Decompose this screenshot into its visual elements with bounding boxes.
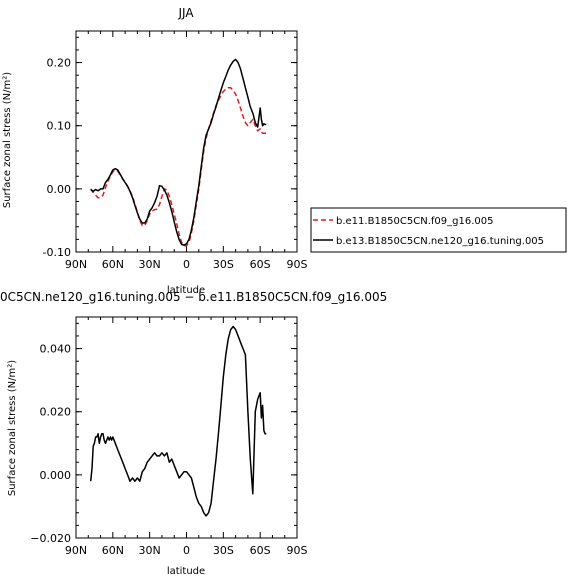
top-chart-xlabel: latitude [167, 285, 205, 296]
bottom-chart-xlabel: latitude [167, 566, 205, 577]
top-plot-area: 90N 60N 30N 0 30S 60S 90S -0.10 0.00 0.10 0.20 [43, 30, 308, 271]
top-chart-ytick-label: 0.20 [47, 57, 72, 70]
top-chart-xtick-label: 30S [213, 258, 234, 271]
top-chart-xtick-label: 90N [65, 258, 87, 271]
bottom-chart-title: 0C5CN.ne120_g16.tuning.005 − b.e11.B1850… [0, 290, 387, 304]
top-chart-ytick-label: -0.10 [43, 246, 71, 259]
bottom-chart-ytick-label: −0.020 [30, 532, 71, 545]
top-chart-frame [75, 30, 298, 253]
top-chart-series-2-line [90, 58, 267, 246]
top-chart-xtick-label: 90S [287, 258, 308, 271]
bottom-chart-xtick-label: 60N [102, 544, 124, 557]
top-chart-xtick-label: 30N [139, 258, 161, 271]
top-chart-series-1-line [90, 87, 267, 247]
top-chart-xtick-label: 60S [250, 258, 271, 271]
bottom-chart-ytick-label: 0.020 [40, 406, 72, 419]
top-chart-title: JJA [177, 6, 194, 20]
legend: b.e11.B1850C5CN.f09_g16.005 b.e13.B1850C… [310, 207, 567, 253]
top-chart-ylabel: Surface zonal stress (N/m²) [2, 72, 13, 208]
bottom-chart: 0C5CN.ne120_g16.tuning.005 − b.e11.B1850… [0, 290, 387, 577]
legend-label-series-2: b.e13.B1850C5CN.ne120_g16.tuning.005 [336, 236, 544, 247]
bottom-chart-ylabel: Surface zonal stress (N/m²) [7, 360, 18, 496]
legend-box [310, 207, 567, 253]
bottom-chart-xtick-label: 30N [139, 544, 161, 557]
bottom-chart-xtick-label: 90N [65, 544, 87, 557]
bottom-chart-xtick-label: 60S [250, 544, 271, 557]
bottom-chart-ytick-label: 0.040 [40, 343, 72, 356]
legend-label-series-1: b.e11.B1850C5CN.f09_g16.005 [336, 216, 493, 227]
bottom-chart-ytick-label: 0.000 [40, 469, 72, 482]
top-chart-ytick-label: 0.00 [47, 183, 72, 196]
top-chart-ytick-label: 0.10 [47, 120, 72, 133]
bottom-chart-series-1-line [89, 325, 267, 517]
top-chart: JJA 90N 60N 30N 0 30S 60S 90S -0.10 0.00 0.10 0.20… [2, 6, 308, 296]
top-chart-xtick-label: 60N [102, 258, 124, 271]
bottom-chart-xtick-label: 90S [287, 544, 308, 557]
top-chart-xtick-label: 0 [183, 258, 190, 271]
bottom-chart-xtick-label: 30S [213, 544, 234, 557]
bottom-chart-xtick-label: 0 [183, 544, 190, 557]
bottom-plot-area: 90N 60N 30N 0 30S 60S 90S −0.020 0.000 0.020 0.040 [30, 316, 308, 557]
